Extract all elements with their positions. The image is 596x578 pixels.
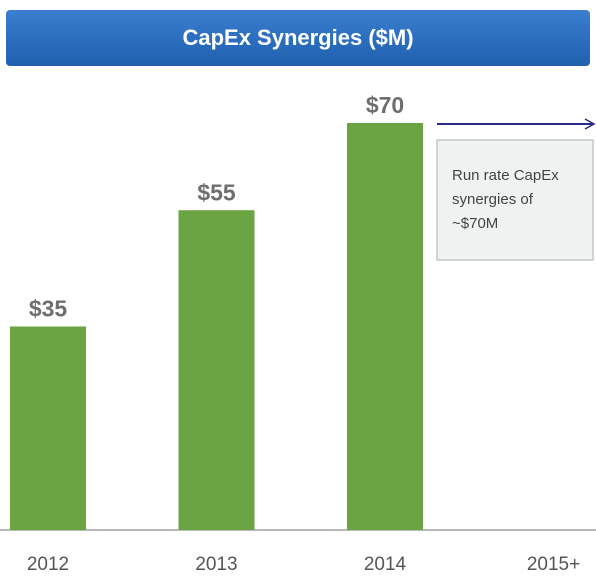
annotation-line: Run rate CapEx: [452, 167, 559, 184]
value-label: $55: [197, 179, 236, 205]
x-tick-label: 2013: [195, 554, 237, 575]
bar: [347, 123, 423, 530]
x-tick-label: 2015+: [527, 554, 580, 575]
x-tick-label: 2014: [364, 554, 407, 575]
bar: [10, 326, 86, 530]
title-banner: [6, 10, 590, 66]
chart-title: CapEx Synergies ($M): [182, 25, 413, 50]
x-tick-label: 2012: [27, 554, 69, 575]
annotation-box: [436, 139, 594, 261]
value-label: $70: [366, 92, 404, 118]
value-label: $35: [29, 296, 68, 322]
bar: [178, 210, 255, 530]
annotation-line: synergies of: [452, 191, 534, 208]
annotation-line: ~$70M: [452, 215, 498, 232]
